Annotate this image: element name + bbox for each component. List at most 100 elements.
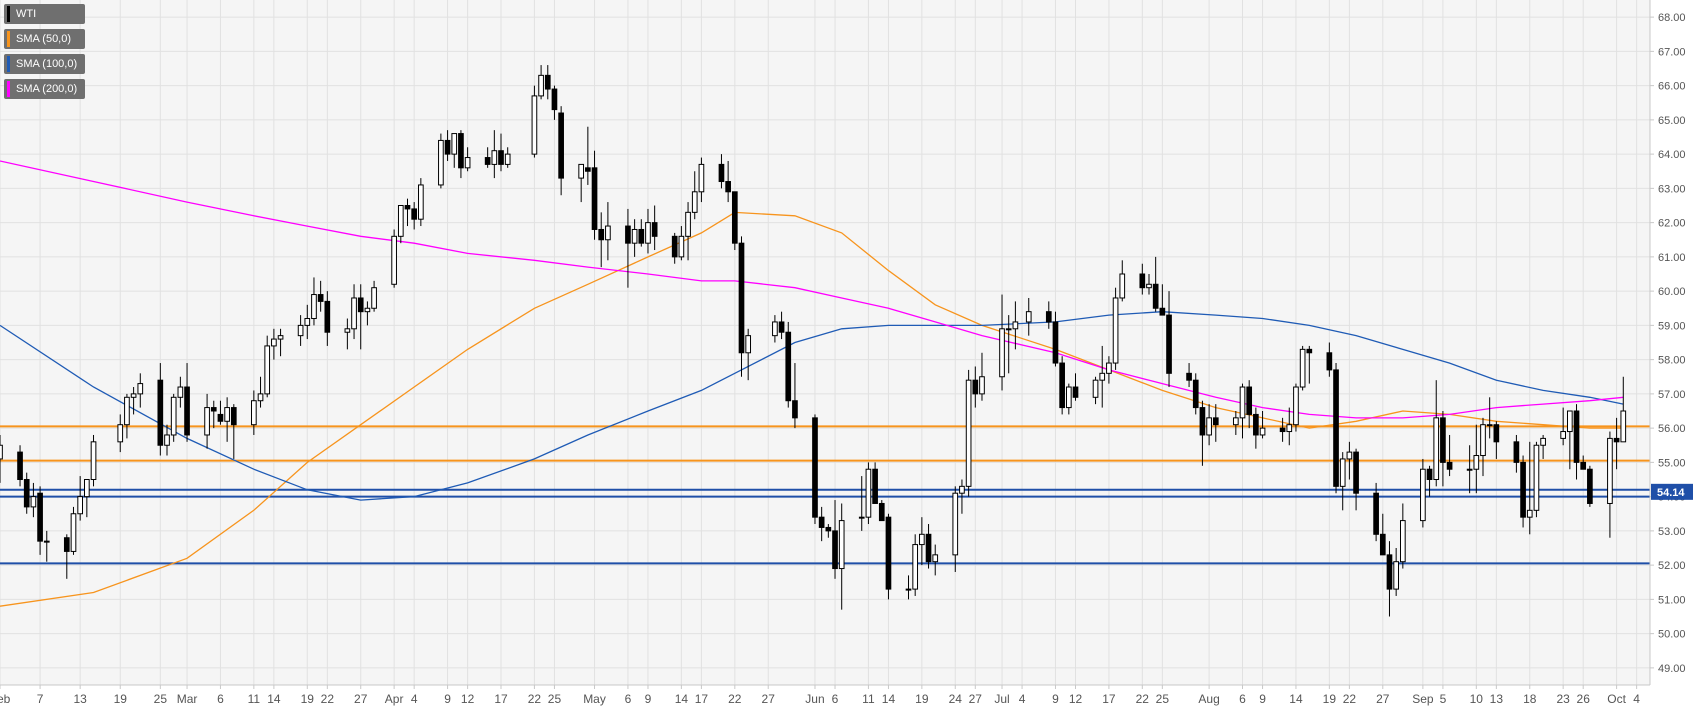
candle	[1306, 345, 1313, 384]
candle-body-up	[1106, 362, 1112, 374]
candle	[1246, 380, 1253, 429]
candle	[1152, 256, 1159, 312]
candle	[1106, 356, 1112, 384]
candle	[1420, 458, 1426, 528]
candle-body-down	[157, 379, 164, 446]
candle-body-down	[1493, 424, 1500, 443]
candle	[531, 85, 538, 158]
candle-body-up	[1433, 417, 1440, 481]
candle-body-up	[1146, 283, 1152, 289]
candle-body-up	[865, 468, 872, 518]
candle	[1426, 465, 1433, 497]
candle	[224, 397, 230, 442]
candle	[1533, 441, 1540, 518]
candle	[17, 445, 23, 487]
candle-body-down	[1426, 468, 1433, 481]
x-tick-label: 27	[354, 692, 368, 706]
candle-body-up	[1473, 455, 1480, 470]
candle-body-up	[1620, 410, 1627, 443]
candle-body-up	[1420, 468, 1426, 522]
candle	[605, 202, 611, 261]
candle-body-down	[731, 191, 738, 244]
candle-body-up	[137, 383, 144, 395]
candle	[972, 366, 979, 408]
sma50-line	[0, 211, 1624, 607]
candle-body-up	[1092, 379, 1099, 398]
last-price-label: 54.14	[1657, 487, 1685, 499]
candle	[1326, 342, 1333, 377]
last-price-background	[1651, 483, 1693, 500]
x-tick-label: 10	[1470, 692, 1484, 706]
legend-label-sma-50: SMA (50,0)	[16, 33, 72, 45]
x-tick-label: 25	[154, 692, 168, 706]
candle	[872, 462, 878, 504]
candle	[591, 150, 598, 240]
candle	[905, 575, 912, 600]
candle-body-down	[1446, 461, 1453, 470]
candle-body-up	[858, 516, 865, 519]
candle	[1480, 417, 1486, 477]
legend-swatch-wti	[7, 6, 10, 22]
x-tick-label: 13	[1490, 692, 1504, 706]
x-tick-label: 18	[1523, 692, 1537, 706]
candle-body-down	[1379, 533, 1386, 556]
candle-body-up	[124, 396, 130, 426]
candle-body-up	[1112, 297, 1119, 364]
legend-item-wti[interactable]: WTI	[4, 4, 86, 24]
legend-label-wti: WTI	[16, 8, 37, 20]
x-tick-label: 5	[1440, 692, 1447, 706]
candle	[1286, 407, 1293, 446]
candle-body-down	[1159, 307, 1166, 316]
candle-body-down	[37, 492, 43, 542]
y-tick-label: 64.00	[1658, 149, 1686, 161]
candle-body-up	[224, 407, 230, 422]
candle-body-down	[544, 74, 551, 90]
candle	[638, 219, 645, 247]
candle-body-down	[458, 133, 464, 169]
candle	[504, 147, 511, 168]
candle-body-up	[965, 379, 972, 487]
candle-body-down	[1166, 314, 1172, 374]
candle	[257, 376, 264, 408]
candle	[825, 524, 832, 538]
candle-body-up	[311, 294, 317, 320]
x-tick-label: 22	[1343, 692, 1357, 706]
candle-body-up	[531, 95, 538, 155]
candle-body-up	[204, 407, 210, 436]
candle	[164, 424, 170, 456]
candle	[371, 280, 377, 312]
legend-item-sma-100[interactable]: SMA (100,0)	[4, 54, 86, 74]
candle	[1112, 287, 1119, 370]
candle-body-down	[825, 526, 832, 532]
candle	[1473, 424, 1480, 494]
candle-body-down	[1513, 441, 1520, 463]
candle-body-down	[872, 468, 878, 504]
candle-body-up	[1119, 273, 1126, 299]
sma200-line	[0, 160, 1624, 419]
legend-item-sma-200[interactable]: SMA (200,0)	[4, 79, 86, 99]
candle	[124, 393, 130, 439]
candle-body-down	[1139, 273, 1146, 289]
candle	[1206, 404, 1212, 446]
candle-body-up	[264, 345, 271, 395]
x-tick-label: 27	[762, 692, 776, 706]
candle	[1065, 383, 1072, 415]
candle-body-down	[210, 407, 217, 412]
candle	[919, 517, 925, 566]
candle	[1379, 513, 1386, 556]
legend-swatch-sma-100	[7, 56, 10, 72]
x-tick-label: 24	[949, 692, 963, 706]
moving-averages	[0, 160, 1624, 607]
candle-body-up	[1393, 561, 1399, 590]
candle	[1259, 411, 1266, 439]
plot-background	[0, 0, 1650, 685]
candle-body-down	[1587, 468, 1593, 504]
y-tick-label: 56.00	[1658, 423, 1686, 435]
candle-body-down	[792, 400, 798, 419]
candle-body-down	[357, 297, 364, 313]
candle	[184, 363, 190, 442]
x-tick-label: 6	[217, 692, 224, 706]
candle	[865, 462, 872, 525]
legend-item-sma-50[interactable]: SMA (50,0)	[4, 29, 86, 49]
candle	[631, 219, 638, 257]
